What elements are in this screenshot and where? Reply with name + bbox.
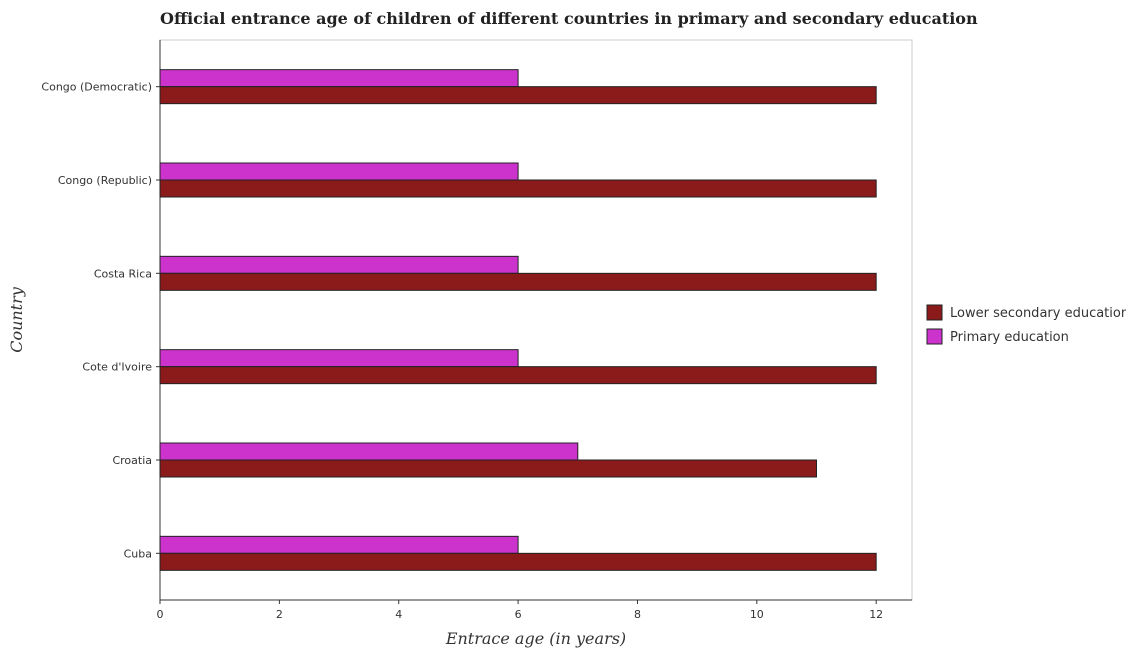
y-tick-layer: Congo (Democratic) Congo (Republic) Costa … [41, 81, 160, 560]
legend-label-0: Lower secondary education [950, 306, 1126, 321]
x-tick-label: 6 [515, 608, 522, 621]
x-tick-label: 0 [157, 608, 164, 621]
legend: Lower secondary education Primary educati… [926, 304, 1126, 345]
bar-lower-secondary-5 [159, 552, 877, 571]
bar-lower-secondary-4 [159, 459, 818, 478]
bar-lower-secondary-2 [159, 272, 877, 291]
x-tick-label: 2 [276, 608, 283, 621]
y-tick-label: Cuba [124, 547, 152, 560]
bar-primary-4 [159, 442, 579, 461]
legend-label-1: Primary education [950, 330, 1069, 345]
bar-primary-5 [159, 535, 519, 554]
y-tick-label: Congo (Democratic) [41, 81, 152, 94]
bar-primary-1 [159, 162, 519, 181]
bar-primary-2 [159, 255, 519, 274]
bar-primary-0 [159, 69, 519, 88]
y-tick-label: Costa Rica [94, 267, 152, 280]
legend-swatch-0 [926, 304, 943, 321]
x-tick-label: 8 [634, 608, 641, 621]
bar-lower-secondary-1 [159, 179, 877, 198]
bar-primary-3 [159, 349, 519, 368]
bar-lower-secondary-0 [159, 86, 877, 105]
x-tick-label: 12 [869, 608, 883, 621]
chart-title: Official entrance age of children of dif… [160, 9, 978, 28]
x-axis-label: Entrace age (in years) [445, 629, 626, 648]
x-tick-label: 4 [395, 608, 402, 621]
y-axis-label: Country [7, 286, 26, 353]
bars-layer [159, 69, 877, 571]
y-tick-label: Congo (Republic) [58, 174, 152, 187]
y-tick-label: Croatia [112, 454, 152, 467]
y-tick-label: Cote d'Ivoire [82, 361, 152, 374]
plot-area [159, 39, 913, 601]
legend-swatch-1 [926, 328, 943, 345]
bar-lower-secondary-3 [159, 366, 877, 385]
x-tick-label: 10 [750, 608, 764, 621]
x-tick-layer: 0 2 4 6 8 10 12 [157, 600, 883, 621]
